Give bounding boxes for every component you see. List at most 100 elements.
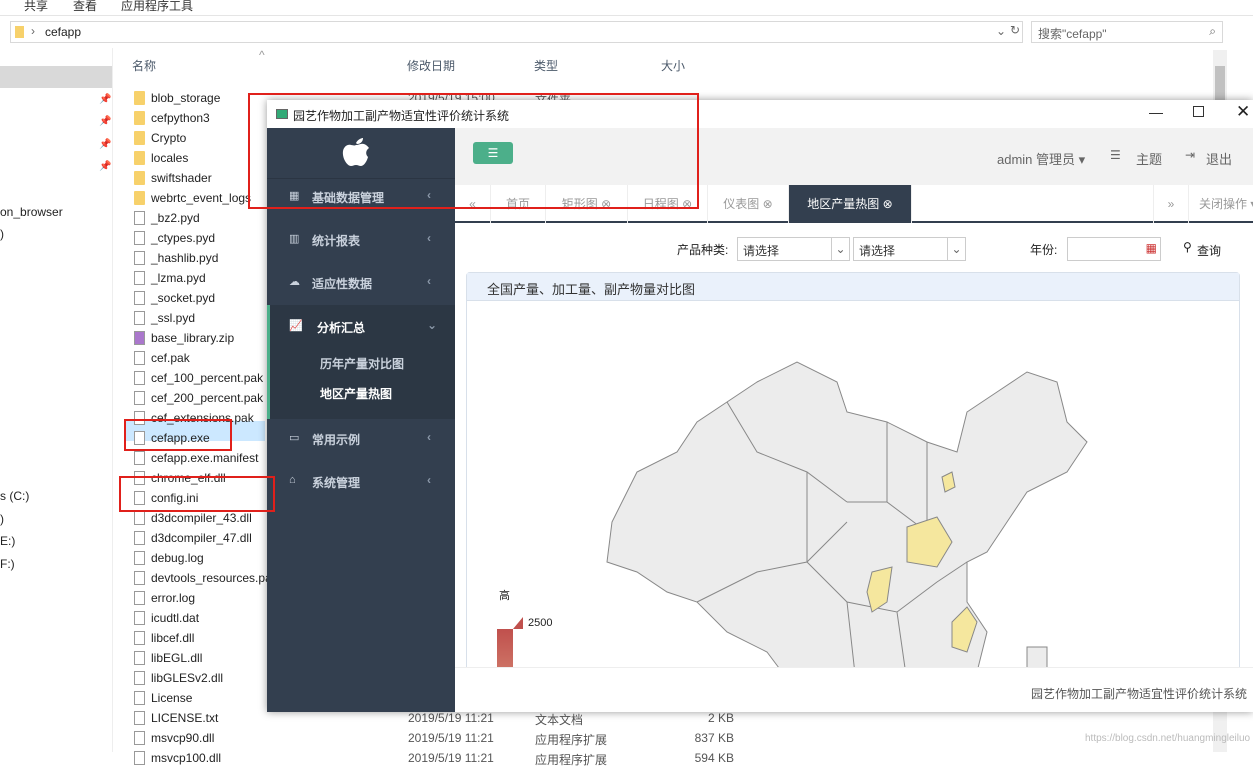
- chart-panel: 全国产量、加工量、副产物量对比图 高 2500: [466, 272, 1240, 692]
- file-name: blob_storage: [151, 91, 221, 105]
- column-date[interactable]: 修改日期: [407, 59, 456, 73]
- file-row[interactable]: chrome_elf.dll: [132, 468, 732, 488]
- file-row[interactable]: _ssl.pyd: [132, 308, 732, 328]
- file-row[interactable]: License: [132, 688, 732, 708]
- close-button[interactable]: ✕: [1236, 102, 1251, 121]
- file-row[interactable]: cef.pak: [132, 348, 732, 368]
- sidebar-item-adaptability[interactable]: ☁ 适应性数据 ‹: [267, 261, 455, 304]
- file-row[interactable]: _bz2.pyd: [132, 208, 732, 228]
- sidebar-label: 统计报表: [312, 234, 361, 248]
- legend-gradient-bar[interactable]: [497, 629, 513, 677]
- file-row[interactable]: cef_200_percent.pak: [132, 388, 732, 408]
- tab-region-heatmap[interactable]: 地区产量热图 ⊗: [789, 185, 912, 223]
- sidebar-item-system[interactable]: ⌂ 系统管理 ‹: [267, 460, 455, 503]
- calendar-icon[interactable]: ▦: [1145, 241, 1157, 255]
- file-row[interactable]: base_library.zip: [132, 328, 732, 348]
- column-name[interactable]: 名称: [132, 59, 157, 73]
- ribbon-tab-app-tools[interactable]: 应用程序工具: [121, 0, 194, 13]
- tabs-scroll-left-button[interactable]: «: [455, 185, 491, 223]
- product-select-2[interactable]: 请选择 ⌄: [853, 237, 966, 261]
- file-row[interactable]: _socket.pyd: [132, 288, 732, 308]
- file-row[interactable]: _lzma.pyd: [132, 268, 732, 288]
- file-row[interactable]: libGLESv2.dll: [132, 668, 732, 688]
- sidebar-item-basic-data[interactable]: ▦ 基础数据管理 ‹: [267, 175, 455, 218]
- tab-bar: « 首页 矩形图 ⊗ 日程图 ⊗ 仪表图 ⊗ 地区产量热图 ⊗ » 关闭操作 ▾: [455, 185, 1253, 223]
- file-row[interactable]: _ctypes.pyd: [132, 228, 732, 248]
- nav-item[interactable]: ): [0, 512, 4, 526]
- nav-item[interactable]: ): [0, 227, 4, 241]
- close-operations-dropdown[interactable]: 关闭操作 ▾: [1189, 185, 1253, 223]
- breadcrumb[interactable]: cefapp: [45, 25, 82, 39]
- sidebar-item-examples[interactable]: ▭ 常用示例 ‹: [267, 417, 455, 460]
- nav-item[interactable]: on_browser: [0, 205, 63, 219]
- search-input[interactable]: 搜索"cefapp" ⌕: [1031, 21, 1223, 43]
- user-menu[interactable]: admin 管理员 ▾: [997, 152, 1086, 167]
- home-icon: ⌂: [289, 474, 296, 486]
- file-icon: [134, 311, 145, 325]
- column-type[interactable]: 类型: [534, 59, 559, 73]
- file-row[interactable]: debug.log: [132, 548, 732, 568]
- footer-text: 园艺作物加工副产物适宜性评价统计系统: [1030, 687, 1247, 701]
- nav-selected-item[interactable]: [0, 66, 112, 88]
- menu-toggle-button[interactable]: ☰: [473, 142, 513, 164]
- file-row[interactable]: msvcp90.dll 2019/5/19 11:21 应用程序扩展 837 KB: [132, 728, 734, 748]
- submenu-region-heatmap[interactable]: 地区产量热图: [320, 387, 393, 401]
- product-select-1[interactable]: 请选择 ⌄: [737, 237, 850, 261]
- file-row[interactable]: cefapp.exe: [132, 428, 732, 448]
- file-name: Crypto: [151, 131, 187, 145]
- file-row[interactable]: cef_extensions.pak: [132, 408, 732, 428]
- file-row[interactable]: config.ini: [132, 488, 732, 508]
- query-button[interactable]: 查询: [1197, 244, 1222, 258]
- nav-item-drive-c[interactable]: s (C:): [0, 489, 30, 503]
- file-row[interactable]: devtools_resources.pak: [132, 568, 732, 588]
- nav-item-drive-e[interactable]: E:): [0, 534, 16, 548]
- file-icon: [134, 531, 145, 545]
- file-row[interactable]: locales: [132, 148, 732, 168]
- theme-button[interactable]: 主题: [1136, 152, 1163, 167]
- cloud-icon: ☁: [289, 276, 300, 288]
- file-name: cef_200_percent.pak: [151, 391, 264, 405]
- navigation-pane: [0, 48, 113, 752]
- file-row[interactable]: cef_100_percent.pak: [132, 368, 732, 388]
- file-row[interactable]: webrtc_event_logs: [132, 188, 732, 208]
- ribbon-tab-view[interactable]: 查看: [73, 0, 98, 13]
- column-size[interactable]: 大小: [661, 59, 686, 73]
- sidebar-item-analysis[interactable]: 📈 分析汇总 ⌄: [267, 305, 455, 348]
- file-name: d3dcompiler_43.dll: [151, 511, 252, 525]
- file-row[interactable]: icudtl.dat: [132, 608, 732, 628]
- submenu-history-comparison[interactable]: 历年产量对比图: [320, 357, 405, 371]
- tab-gauge[interactable]: 仪表图 ⊗: [708, 185, 789, 223]
- file-icon: [134, 751, 145, 765]
- file-row[interactable]: Crypto: [132, 128, 732, 148]
- file-row[interactable]: libEGL.dll: [132, 648, 732, 668]
- year-input[interactable]: ▦: [1067, 237, 1161, 261]
- file-icon: [134, 291, 145, 305]
- tabs-scroll-right-button[interactable]: »: [1153, 185, 1189, 223]
- file-type: 应用程序扩展: [535, 733, 608, 747]
- chevron-down-icon[interactable]: ⌄: [996, 24, 1007, 38]
- file-row[interactable]: error.log: [132, 588, 732, 608]
- legend-handle-icon[interactable]: [513, 617, 523, 629]
- maximize-button[interactable]: [1193, 106, 1204, 117]
- file-row[interactable]: msvcp100.dll 2019/5/19 11:21 应用程序扩展 594 KB: [132, 748, 734, 768]
- file-icon: [134, 511, 145, 525]
- file-row[interactable]: LICENSE.txt 2019/5/19 11:21 文本文档 2 KB: [132, 708, 734, 728]
- file-row[interactable]: d3dcompiler_47.dll: [132, 528, 732, 548]
- sidebar-item-reports[interactable]: ▥ 统计报表 ‹: [267, 218, 455, 261]
- file-row[interactable]: cefapp.exe.manifest: [132, 448, 732, 468]
- ribbon-tab-share[interactable]: 共享: [24, 0, 49, 13]
- refresh-icon[interactable]: ↻: [1010, 23, 1021, 37]
- product-type-label: 产品种类:: [677, 243, 729, 257]
- address-bar[interactable]: › cefapp ⌄ ↻: [10, 21, 1023, 43]
- logout-button[interactable]: 退出: [1206, 152, 1233, 167]
- file-row[interactable]: _hashlib.pyd: [132, 248, 732, 268]
- file-name: _ctypes.pyd: [151, 231, 216, 245]
- file-row[interactable]: swiftshader: [132, 168, 732, 188]
- file-icon: [134, 451, 145, 465]
- file-row[interactable]: cefpython3: [132, 108, 732, 128]
- footer: 园艺作物加工副产物适宜性评价统计系统: [455, 667, 1253, 712]
- file-row[interactable]: d3dcompiler_43.dll: [132, 508, 732, 528]
- minimize-button[interactable]: —: [1149, 104, 1163, 120]
- nav-item-drive-f[interactable]: F:): [0, 557, 15, 571]
- file-row[interactable]: libcef.dll: [132, 628, 732, 648]
